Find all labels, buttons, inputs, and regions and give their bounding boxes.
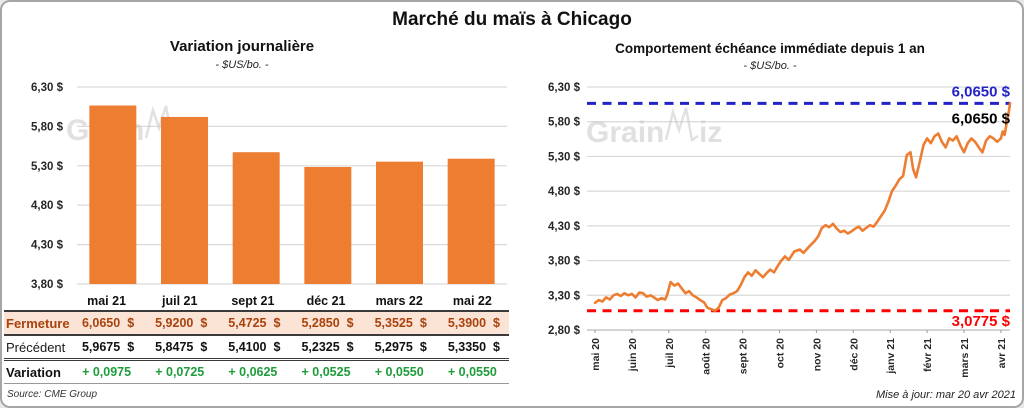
page-title: Marché du maïs à Chicago — [392, 9, 632, 30]
cell-fermeture: 6,0650 $ — [70, 311, 144, 336]
svg-text:Grain: Grain — [586, 116, 664, 149]
low-value-label: 3,0775 $ — [952, 313, 1011, 330]
y-axis-tick-label: 6,30 $ — [548, 82, 581, 94]
col-header-mars-22: mars 22 — [362, 291, 436, 312]
x-axis-tick-label: mars 21 — [959, 338, 971, 378]
line-chart-title: Comportement échéance immédiate depuis 1… — [615, 41, 925, 56]
col-header-mai-22: mai 22 — [435, 291, 509, 312]
front-month-panel: Comportement échéance immédiate depuis 1… — [514, 2, 1022, 406]
y-axis-tick-label: 4,30 $ — [548, 221, 581, 233]
col-header-mai-21: mai 21 — [70, 291, 144, 312]
cell-precedent: 5,4100 $ — [216, 335, 290, 361]
y-axis-tick-label: 3,30 $ — [548, 290, 581, 302]
line-chart-subtitle: - $US/bo. - — [743, 60, 797, 72]
x-axis-tick-label: janv 21 — [885, 338, 897, 375]
table-row-precedent: Précédent 5,9675 $5,8475 $5,4100 $5,2325 $5,2… — [4, 335, 509, 361]
bar-chart-title: Variation journalière — [169, 38, 315, 55]
x-axis-tick-label: déc 20 — [848, 338, 860, 371]
bar-chart: 6,30 $5,80 $5,30 $4,80 $4,30 $3,80 $Grai… — [31, 82, 507, 291]
source-note: Source: CME Group — [7, 389, 98, 400]
x-axis-tick-label: août 20 — [701, 338, 713, 375]
x-axis-tick-label: oct 20 — [775, 338, 787, 369]
svg-text:iz: iz — [699, 116, 722, 149]
cell-precedent: 5,3350 $ — [435, 335, 509, 361]
bar-juil-21 — [161, 116, 208, 284]
cell-variation: + 0,0975 — [70, 359, 144, 384]
bar-mai-22 — [447, 158, 495, 284]
cell-precedent: 5,8475 $ — [143, 335, 217, 361]
y-axis-tick-label: 2,80 $ — [548, 325, 581, 337]
y-axis-tick-label: 3,80 $ — [31, 279, 64, 291]
high-value-label: 6,0650 $ — [952, 83, 1011, 100]
row-label-fermeture: Fermeture — [4, 311, 70, 336]
y-axis-tick-label: 4,80 $ — [31, 200, 64, 212]
cell-variation: + 0,0725 — [143, 359, 217, 384]
cell-variation: + 0,0525 — [289, 359, 363, 384]
x-axis-tick-label: juin 20 — [627, 338, 639, 372]
col-header-déc-21: déc 21 — [289, 291, 363, 312]
cell-precedent: 5,2325 $ — [289, 335, 363, 361]
cell-fermeture: 5,2850 $ — [289, 311, 363, 336]
cell-precedent: 5,2975 $ — [362, 335, 436, 361]
x-axis-tick-label: févr 21 — [922, 338, 934, 372]
table-header-row: mai 21 juil 21 sept 21 déc 21 mars 22 mai 22 — [4, 291, 509, 312]
cell-variation: + 0,0550 — [435, 359, 509, 384]
cell-fermeture: 5,3525 $ — [362, 311, 436, 336]
grainwiz-watermark: Grain iz — [586, 107, 722, 149]
row-label-variation: Variation — [4, 359, 70, 384]
y-axis-tick-label: 3,80 $ — [548, 256, 581, 268]
price-series-line — [593, 101, 1012, 312]
cell-fermeture: 5,4725 $ — [216, 311, 290, 336]
cell-variation: + 0,0625 — [216, 359, 290, 384]
cell-fermeture: 5,9200 $ — [143, 311, 217, 336]
futures-table: mai 21 juil 21 sept 21 déc 21 mars 22 mai 22 F… — [4, 291, 509, 384]
col-header-juil-21: juil 21 — [143, 291, 217, 312]
y-axis-tick-label: 5,30 $ — [31, 161, 64, 173]
y-axis-tick-label: 5,80 $ — [548, 117, 581, 129]
cell-fermeture: 5,3900 $ — [435, 311, 509, 336]
y-axis-tick-label: 4,30 $ — [31, 240, 64, 252]
x-axis-tick-label: nov 20 — [811, 338, 823, 371]
y-axis-tick-label: 5,30 $ — [548, 151, 581, 163]
cell-precedent: 5,9675 $ — [70, 335, 144, 361]
bar-déc-21 — [304, 166, 352, 284]
y-axis-tick-label: 6,30 $ — [31, 82, 64, 94]
daily-variation-panel: Variation journalière - $US/bo. - 6,30 $… — [2, 2, 514, 406]
row-label-precedent: Précédent — [4, 335, 70, 361]
y-axis-tick-label: 5,80 $ — [31, 121, 64, 133]
x-axis-tick-label: juil 20 — [664, 338, 676, 369]
last-value-label: 6,0650 $ — [952, 110, 1011, 127]
line-chart: 6,30 $ 5,80 $ 5,30 $ 4,80 $ 4,30 $ 3,80 $ 3,30… — [548, 82, 1012, 378]
bar-sept-21 — [232, 152, 280, 284]
table-row-variation: Variation + 0,0975 + 0,0725 + 0,0625 + 0,052… — [4, 359, 509, 384]
x-axis-tick-label: sept 20 — [738, 338, 750, 374]
x-axis-tick-label: mai 20 — [590, 338, 602, 371]
cell-variation: + 0,0550 — [362, 359, 436, 384]
table-row-fermeture: Fermeture 6,0650 $5,9200 $5,4725 $5,2850 $5,3… — [4, 311, 509, 336]
corner-cell — [4, 291, 70, 312]
bar-mai-21 — [89, 105, 137, 284]
bar-chart-subtitle: - $US/bo. - — [215, 59, 269, 71]
update-note: Mise à jour: mar 20 avr 2021 — [875, 389, 1016, 401]
y-axis-tick-label: 4,80 $ — [548, 186, 581, 198]
bar-mars-22 — [376, 161, 423, 284]
x-axis-tick-label: avr 21 — [996, 338, 1008, 369]
col-header-sept-21: sept 21 — [216, 291, 290, 312]
